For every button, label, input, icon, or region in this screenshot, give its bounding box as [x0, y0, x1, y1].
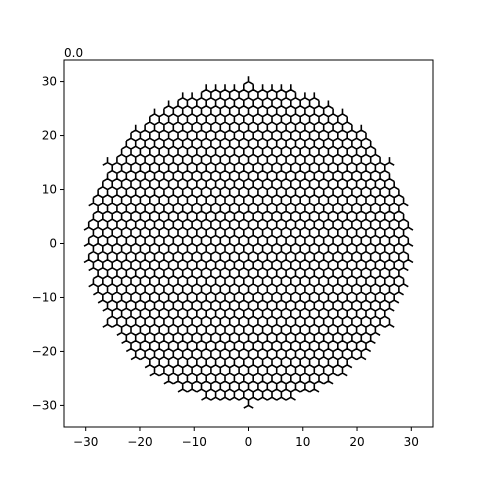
- chart-title: 0.0: [64, 46, 83, 60]
- x-tick-label: 10: [295, 435, 310, 449]
- y-tick-label: 20: [42, 129, 57, 143]
- x-tick-label: −10: [182, 435, 207, 449]
- x-tick-label: −20: [127, 435, 152, 449]
- lattice-bond-path: [83, 76, 414, 409]
- y-tick-label: 30: [42, 75, 57, 89]
- y-tick-label: 0: [49, 237, 57, 251]
- x-tick-label: 0: [245, 435, 253, 449]
- x-tick-label: 30: [404, 435, 419, 449]
- lattice-bonds: [83, 76, 414, 409]
- x-tick-label: 20: [349, 435, 364, 449]
- y-tick-label: 10: [42, 183, 57, 197]
- y-tick-label: −30: [32, 398, 57, 412]
- x-axis-ticks: −30 −20 −10 0 10 20 30: [73, 427, 419, 449]
- y-tick-label: −10: [32, 290, 57, 304]
- x-tick-label: −30: [73, 435, 98, 449]
- y-tick-label: −20: [32, 344, 57, 358]
- y-axis-ticks: −30 −20 −10 0 10 20 30: [32, 75, 64, 412]
